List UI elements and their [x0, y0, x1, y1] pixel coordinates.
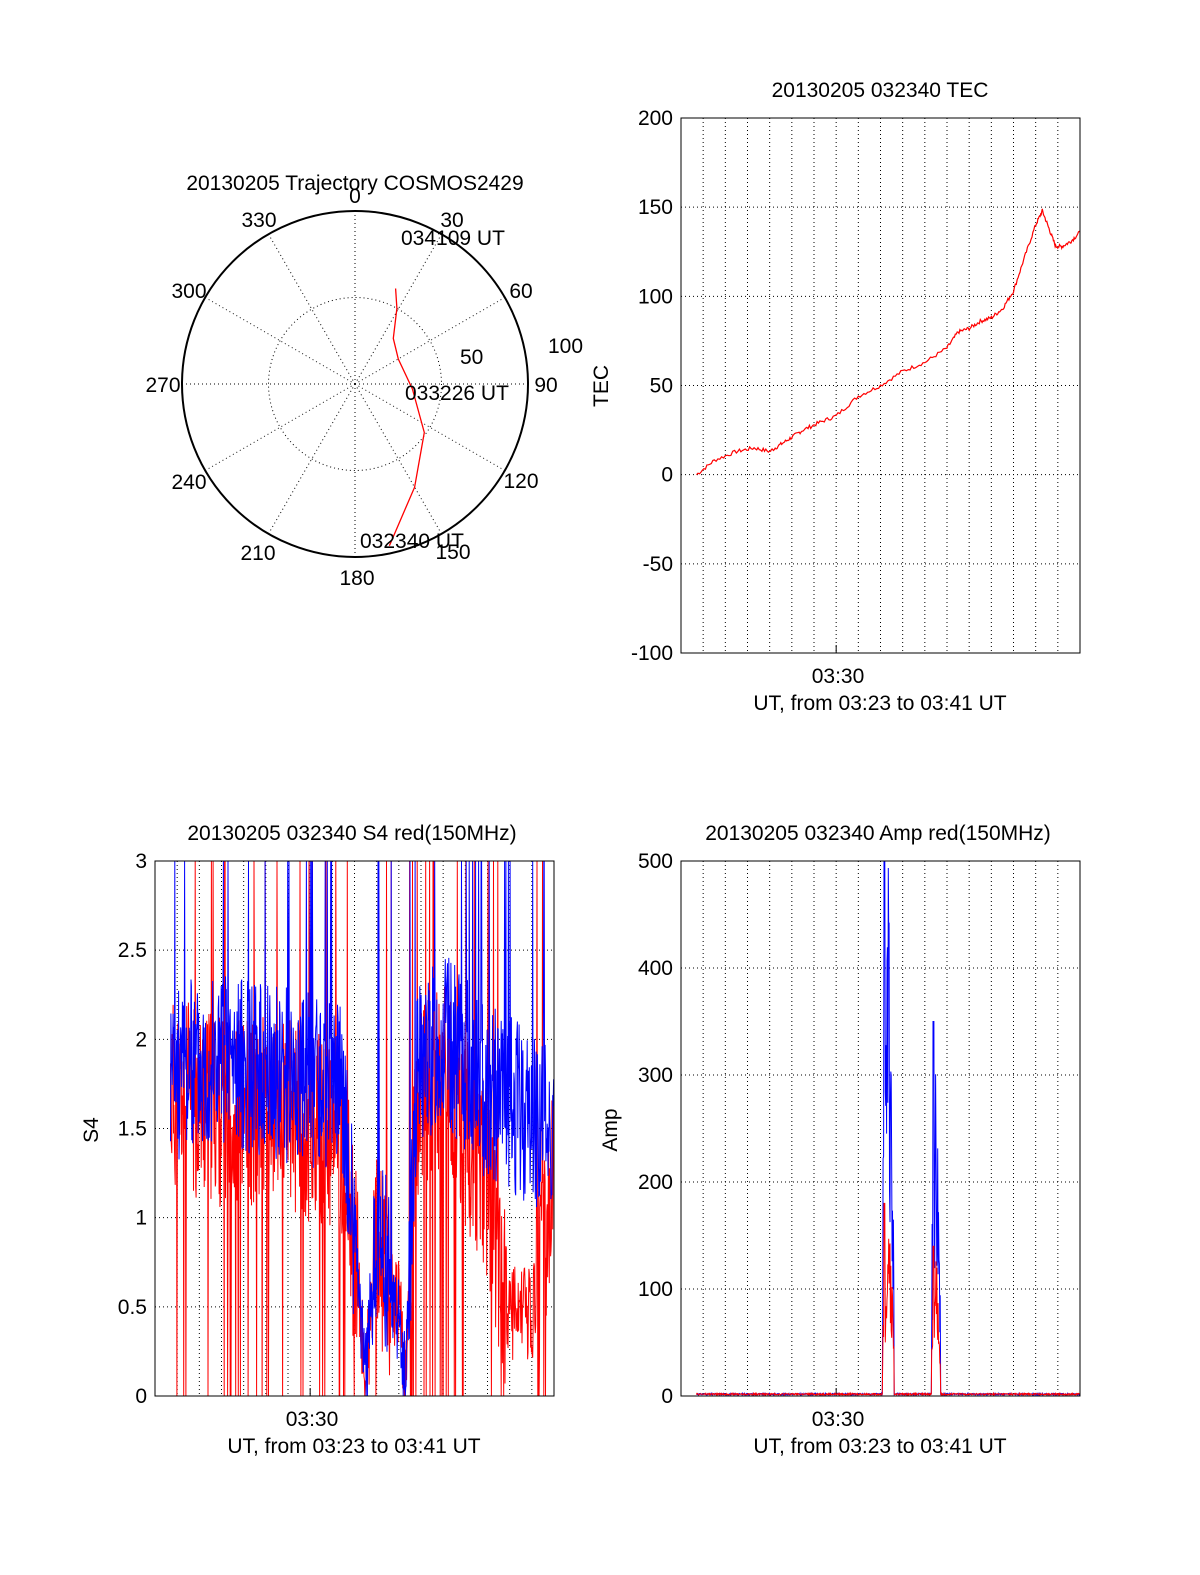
polar-azimuth-label-240: 240 [171, 471, 206, 494]
s4-title: 20130205 032340 S4 red(150MHz) [187, 822, 516, 845]
polar-azimuth-label-90: 90 [534, 374, 557, 397]
s4-ytick-label: 2.5 [118, 939, 147, 962]
amp-grid [681, 861, 1080, 1396]
polar-time-label-end: 034109 UT [401, 227, 505, 250]
tec-ytick-label: -50 [643, 553, 673, 576]
polar-inner-circle [268, 297, 442, 471]
tec-plot-frame [680, 117, 1081, 654]
tec-grid [681, 118, 1080, 653]
amp-plot-frame [680, 860, 1081, 1397]
polar-azimuth-label-330: 330 [241, 209, 276, 232]
s4-ytick-label: 3 [135, 850, 147, 873]
tec-panel: 20130205 032340 TEC -100-50050100150200 … [590, 79, 1081, 715]
polar-trajectory-panel: 20130205 Trajectory COSMOS2429 0 30 60 90 12… [145, 172, 583, 590]
amp-xtick-label: 03:30 [812, 1408, 865, 1431]
polar-azimuth-label-270: 270 [145, 374, 180, 397]
amp-ytick-label: 300 [638, 1064, 673, 1087]
polar-time-label-mid: 033226 UT [405, 382, 509, 405]
amp-ytick-label: 400 [638, 957, 673, 980]
polar-time-label-start: 032340 UT [360, 530, 464, 553]
amp-ylabel: Amp [599, 1108, 622, 1151]
s4-ytick-label: 1.5 [118, 1118, 147, 1141]
tec-ytick-label: -100 [631, 642, 673, 665]
polar-azimuth-label-210: 210 [240, 542, 275, 565]
polar-track-line [388, 288, 425, 546]
tec-ytick-label: 200 [638, 107, 673, 130]
polar-azimuth-label-0: 0 [349, 185, 361, 208]
tec-ytick-label: 50 [650, 375, 673, 398]
tec-ylabel: TEC [590, 365, 613, 407]
polar-azimuth-label-120: 120 [503, 470, 538, 493]
tec-title: 20130205 032340 TEC [772, 79, 989, 102]
amp-title: 20130205 032340 Amp red(150MHz) [705, 822, 1051, 845]
tec-series-line [696, 208, 1081, 476]
polar-azimuth-label-60: 60 [509, 280, 532, 303]
s4-ytick-label: 0.5 [118, 1296, 147, 1319]
polar-azimuth-label-30: 30 [440, 209, 463, 232]
polar-azimuth-labels: 0 30 60 90 120 150 180 210 240 270 300 330 [145, 185, 557, 590]
amp-series-blue [696, 860, 1081, 1397]
s4-series-red [170, 860, 555, 1397]
s4-xtick-label: 03:30 [286, 1408, 339, 1431]
polar-azimuth-label-150: 150 [435, 541, 470, 564]
polar-grid [181, 210, 529, 558]
polar-title: 20130205 Trajectory COSMOS2429 [186, 172, 523, 195]
s4-ytick-label: 2 [135, 1028, 147, 1051]
tec-y-ticks: -100 -50 0 50 100 150 200 [631, 107, 673, 665]
amp-xlabel: UT, from 03:23 to 03:41 UT [753, 1435, 1006, 1458]
s4-ytick-label: 0 [135, 1385, 147, 1408]
amp-series-red [696, 1202, 1081, 1397]
amp-ytick-label: 0 [661, 1385, 673, 1408]
tec-xlabel: UT, from 03:23 to 03:41 UT [753, 692, 1006, 715]
polar-spoke-300 [204, 297, 356, 385]
polar-azimuth-label-180: 180 [339, 567, 374, 590]
polar-spoke-240 [204, 383, 356, 471]
amp-panel: 20130205 032340 Amp red(150MHz) 0 100 200 3… [599, 822, 1081, 1458]
amp-ytick-label: 200 [638, 1171, 673, 1194]
s4-plot-frame [154, 860, 555, 1397]
amp-ytick-label: 500 [638, 850, 673, 873]
s4-ytick-label: 1 [135, 1207, 147, 1230]
s4-xlabel: UT, from 03:23 to 03:41 UT [227, 1435, 480, 1458]
s4-ylabel: S4 [80, 1117, 103, 1143]
tec-ytick-label: 100 [638, 285, 673, 308]
tec-ytick-label: 150 [638, 196, 673, 219]
tec-ytick-label: 0 [661, 464, 673, 487]
amp-ytick-label: 100 [638, 1278, 673, 1301]
polar-spoke-30 [354, 233, 442, 385]
polar-spoke-150 [354, 383, 442, 535]
polar-radial-label-100: 100 [548, 335, 583, 358]
polar-azimuth-label-300: 300 [171, 280, 206, 303]
s4-y-ticks: 0 0.5 1 1.5 2 2.5 3 [118, 850, 147, 1408]
tec-xtick-label: 03:30 [812, 665, 865, 688]
polar-radial-label-50: 50 [460, 346, 483, 369]
s4-series-blue [170, 860, 555, 1397]
amp-y-ticks: 0 100 200 300 400 500 [638, 850, 673, 1408]
s4-panel: 20130205 032340 S4 red(150MHz) 0 0.5 1 1.5 2… [80, 822, 555, 1458]
polar-spoke-120 [354, 383, 506, 471]
polar-spoke-210 [268, 383, 356, 535]
polar-spoke-60 [354, 297, 506, 385]
polar-spoke-330 [268, 233, 356, 385]
